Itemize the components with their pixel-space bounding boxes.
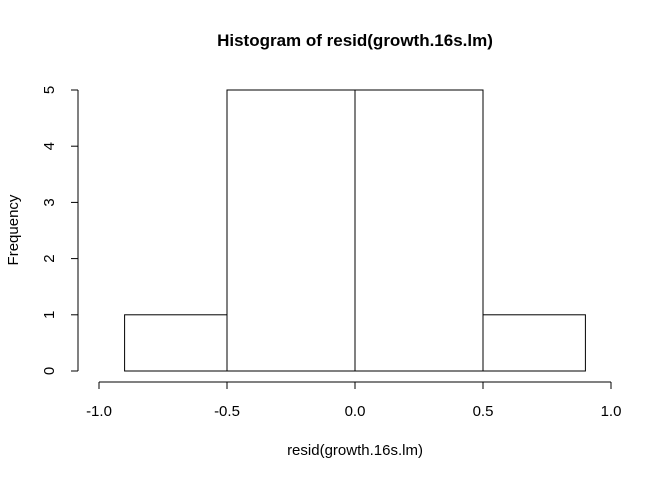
x-axis: -1.0 -0.5 0.0 0.5 1.0: [86, 381, 622, 420]
y-axis: 0 1 2 3 4 5: [41, 86, 79, 375]
y-tick-label: 0: [41, 367, 58, 375]
histogram-bar-1: [124, 314, 228, 372]
x-tick-label: 0.5: [473, 403, 494, 420]
x-tick-label: 0.0: [345, 403, 366, 420]
x-axis-label: resid(growth.16s.lm): [287, 442, 423, 459]
y-tick-label: 4: [41, 142, 58, 150]
x-tick-label: -1.0: [86, 403, 112, 420]
histogram-bar-2: [226, 89, 356, 372]
x-tick-label: 1.0: [601, 403, 622, 420]
histogram-bar-3: [354, 89, 484, 372]
y-tick-label: 2: [41, 254, 58, 262]
y-tick-label: 3: [41, 198, 58, 206]
histogram-bar-4: [482, 314, 586, 372]
y-tick-label: 1: [41, 311, 58, 319]
y-tick-label: 5: [41, 86, 58, 94]
x-tick-label: -0.5: [214, 403, 240, 420]
bars-group: [124, 89, 586, 372]
chart-title: Histogram of resid(growth.16s.lm): [217, 31, 493, 50]
y-axis-label: Frequency: [5, 194, 22, 265]
